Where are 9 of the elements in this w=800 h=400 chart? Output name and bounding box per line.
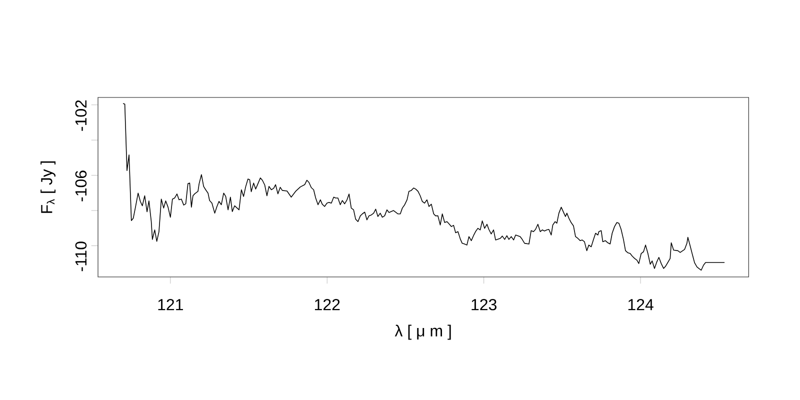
y-tick-label: -110 [75, 242, 87, 272]
x-tick-label: 123 [472, 298, 496, 310]
y-tick-label: -102 [75, 100, 87, 131]
y-axis-title: F$_{λ}$ [ Jy ] [40, 161, 56, 213]
x-tick-label: 121 [158, 298, 183, 310]
x-tick-label: 124 [628, 298, 654, 310]
y-tick-label: -106 [75, 170, 87, 202]
x-axis-title: λ [ μ m ] [394, 324, 451, 340]
x-tick-label: 122 [314, 298, 340, 310]
